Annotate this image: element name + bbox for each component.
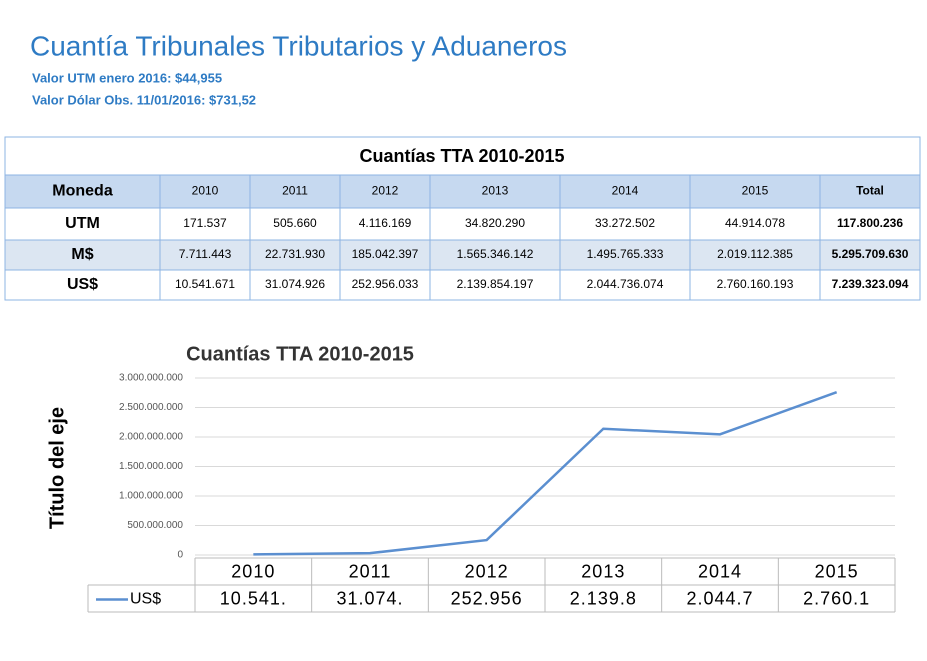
table-value: 10.541.671: [175, 277, 235, 291]
table-value: 2.019.112.385: [717, 247, 793, 261]
table-cell: [689, 174, 821, 209]
table-cell: [689, 207, 821, 241]
table-cell: [339, 239, 431, 271]
table-value: 4.116.169: [359, 216, 412, 230]
table-cell: [4, 207, 161, 241]
row-label: M$: [71, 246, 93, 263]
table-value: 185.042.397: [352, 247, 419, 261]
x-tick-label: 2012: [465, 561, 509, 581]
table-value: 1.495.765.333: [587, 247, 664, 261]
subtitle: Valor Dólar Obs. 11/01/2016: $731,52: [32, 92, 256, 107]
data-label: 10.541.: [220, 588, 287, 608]
table-cell: [559, 239, 691, 271]
y-axis-title: Título del eje: [46, 407, 68, 529]
table-value: 2013: [482, 184, 509, 198]
table-cell: [339, 269, 431, 301]
subtitle: Valor UTM enero 2016: $44,955: [32, 70, 222, 85]
line-series: [253, 390, 838, 556]
table-cell: [819, 269, 921, 301]
x-tick-label: 2010: [231, 561, 275, 581]
legend-label: US$: [130, 591, 161, 608]
table-cell: [249, 207, 341, 241]
table-value: 7.711.443: [179, 247, 232, 261]
table-value: 2.760.160.193: [717, 277, 794, 291]
table-value: Total: [856, 184, 884, 198]
table-cell: [159, 269, 251, 301]
table-value: 31.074.926: [265, 277, 325, 291]
table-value: 117.800.236: [837, 216, 903, 230]
y-tick-label: 0: [177, 550, 183, 561]
chart-title: Cuantías TTA 2010-2015: [186, 343, 414, 365]
row-label: US$: [67, 276, 98, 293]
x-tick-label: 2011: [349, 561, 392, 581]
table-cell: [4, 174, 161, 209]
table-value: 252.956.033: [352, 277, 419, 291]
table-value: 2.044.736.074: [587, 277, 664, 291]
table-caption: Cuantías TTA 2010-2015: [359, 146, 564, 166]
table-value: 1.565.346.142: [457, 247, 534, 261]
y-tick-label: 2.500.000.000: [119, 402, 183, 413]
table-value: 171.537: [183, 216, 227, 230]
table-cell: [249, 239, 341, 271]
table-value: 2015: [742, 184, 769, 198]
table-cell: [559, 269, 691, 301]
data-label: 2.139.8: [570, 588, 637, 608]
table-value: 2011: [282, 184, 308, 198]
table-value: 22.731.930: [265, 247, 325, 261]
row-label: Moneda: [52, 183, 113, 200]
table-cell: [819, 207, 921, 241]
table-cell: [429, 207, 561, 241]
data-label: 2.044.7: [686, 588, 753, 608]
page-title: Cuantía Tribunales Tributarios y Aduaner…: [30, 30, 567, 61]
table-value: 2010: [192, 184, 219, 198]
y-tick-label: 500.000.000: [127, 520, 183, 531]
x-tick-label: 2015: [815, 561, 859, 581]
table-caption-cell: [4, 136, 921, 176]
row-label: UTM: [65, 215, 100, 232]
y-tick-label: 3.000.000.000: [119, 373, 183, 384]
table-value: 2012: [372, 184, 399, 198]
table-value: 505.660: [273, 216, 317, 230]
table-cell: [159, 239, 251, 271]
x-tick-label: 2014: [698, 561, 742, 581]
table-value: 5.295.709.630: [832, 247, 909, 261]
table-value: 33.272.502: [595, 216, 655, 230]
data-label: 252.956: [451, 588, 523, 608]
table-value: 44.914.078: [725, 216, 785, 230]
data-label: 2.760.1: [803, 588, 870, 608]
table-value: 2.139.854.197: [457, 277, 534, 291]
table-value: 34.820.290: [465, 216, 525, 230]
data-label: 31.074.: [336, 588, 403, 608]
table-value: 7.239.323.094: [832, 277, 909, 291]
table-cell: [159, 174, 251, 209]
x-tick-label: 2013: [581, 561, 625, 581]
table-cell: [4, 239, 161, 271]
table-cell: [429, 239, 561, 271]
y-tick-label: 1.000.000.000: [119, 491, 183, 502]
y-tick-label: 1.500.000.000: [119, 461, 183, 472]
y-tick-label: 2.000.000.000: [119, 432, 183, 443]
table-cell: [429, 174, 561, 209]
table-value: 2014: [612, 184, 639, 198]
table-cell: [249, 269, 341, 301]
